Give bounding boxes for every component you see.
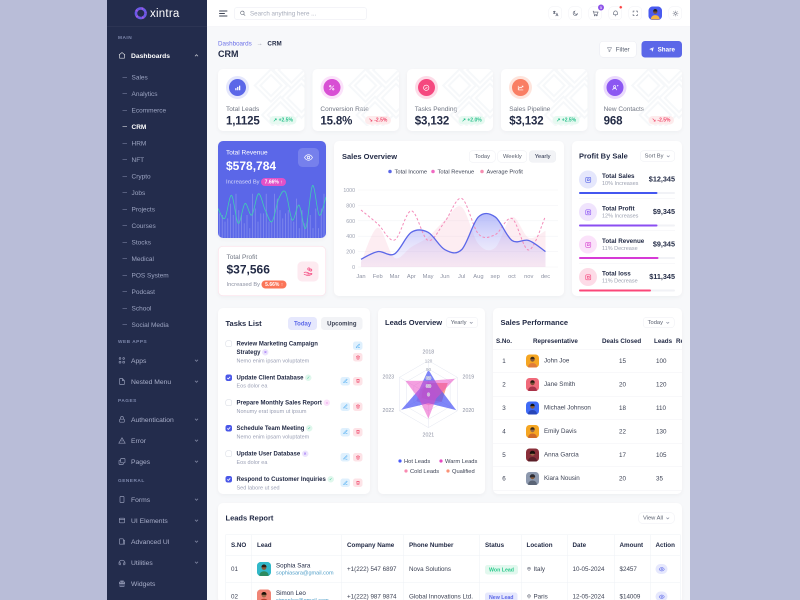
svg-text:2023: 2023 bbox=[383, 374, 395, 380]
svg-text:Total Income: Total Income bbox=[395, 170, 428, 176]
svg-text:Mar: Mar bbox=[390, 274, 400, 280]
svg-text:Warm Leads: Warm Leads bbox=[445, 459, 478, 465]
svg-text:Average Profit: Average Profit bbox=[487, 170, 524, 176]
svg-text:200: 200 bbox=[346, 250, 355, 256]
svg-text:May: May bbox=[423, 274, 434, 280]
svg-text:Hot Leads: Hot Leads bbox=[404, 459, 430, 465]
svg-text:120: 120 bbox=[425, 359, 433, 364]
svg-text:800: 800 bbox=[346, 203, 355, 209]
svg-text:Total Revenue: Total Revenue bbox=[438, 170, 475, 176]
svg-text:Cold Leads: Cold Leads bbox=[410, 469, 439, 475]
svg-text:Aug: Aug bbox=[473, 274, 483, 280]
svg-text:2021: 2021 bbox=[423, 433, 435, 439]
svg-text:60: 60 bbox=[426, 375, 432, 380]
svg-text:1000: 1000 bbox=[343, 188, 355, 194]
svg-text:Feb: Feb bbox=[373, 274, 383, 280]
svg-text:2019: 2019 bbox=[463, 374, 475, 380]
svg-text:Apr: Apr bbox=[407, 274, 416, 280]
svg-text:0: 0 bbox=[352, 265, 355, 271]
svg-text:600: 600 bbox=[346, 219, 355, 225]
svg-text:30: 30 bbox=[426, 384, 432, 389]
svg-text:Jul: Jul bbox=[458, 274, 465, 280]
svg-text:sep: sep bbox=[491, 274, 500, 280]
svg-text:90: 90 bbox=[426, 367, 432, 372]
svg-text:2020: 2020 bbox=[463, 408, 475, 414]
svg-text:dec: dec bbox=[541, 274, 550, 280]
svg-text:2022: 2022 bbox=[383, 408, 395, 414]
svg-text:nov: nov bbox=[524, 274, 533, 280]
svg-text:oct: oct bbox=[508, 274, 516, 280]
svg-text:Qualified: Qualified bbox=[452, 469, 475, 475]
svg-text:2018: 2018 bbox=[423, 350, 435, 356]
svg-text:Jun: Jun bbox=[440, 274, 449, 280]
svg-text:400: 400 bbox=[346, 234, 355, 240]
svg-text:Jan: Jan bbox=[356, 274, 365, 280]
svg-text:0: 0 bbox=[427, 392, 430, 397]
